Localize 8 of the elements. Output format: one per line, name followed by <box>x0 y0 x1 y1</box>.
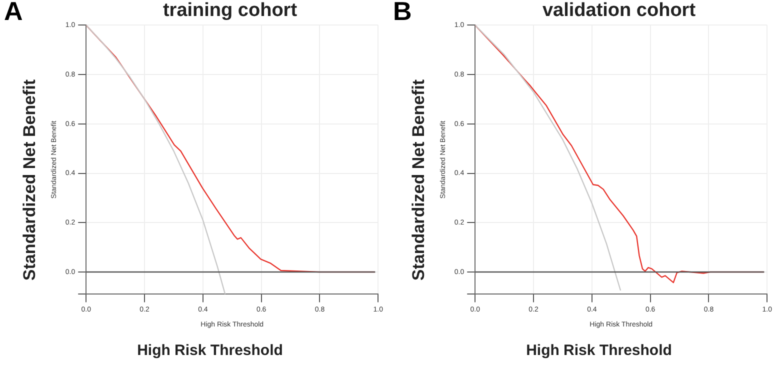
chart-title: validation cohort <box>541 0 697 22</box>
text: B <box>393 0 412 27</box>
chart-title: training cohort <box>162 0 298 22</box>
text: Standardized Net Benefit <box>20 79 40 281</box>
text: A <box>4 0 23 27</box>
text: Standardized Net Benefit <box>409 79 429 281</box>
text: High Risk Threshold <box>525 342 673 359</box>
text: High Risk Threshold <box>136 342 284 359</box>
